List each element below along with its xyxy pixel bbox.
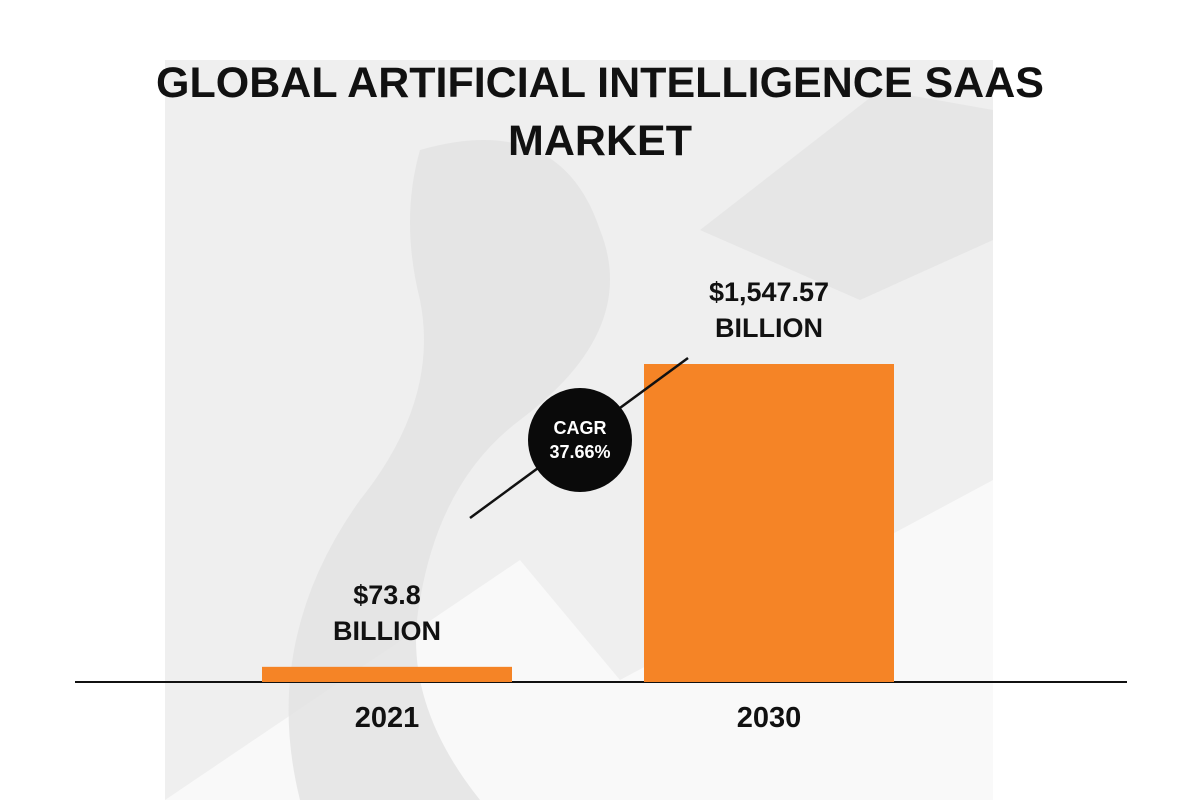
- value-label: $1,547.57 BILLION: [708, 277, 830, 343]
- annotation: CAGR 37.66%: [549, 418, 611, 462]
- cagr-badge: [528, 388, 632, 492]
- watermark-figure: [288, 140, 610, 800]
- chart-title: GLOBAL ARTIFICIAL INTELLIGENCE SAAS MARK…: [156, 59, 1044, 165]
- x-tick-label: 2030: [736, 702, 802, 734]
- x-tick-label: 2021: [354, 702, 420, 734]
- bar: [262, 666, 512, 682]
- watermark-star: [700, 90, 993, 300]
- value-label: $73.8 BILLION: [333, 579, 442, 646]
- bar: [644, 364, 894, 682]
